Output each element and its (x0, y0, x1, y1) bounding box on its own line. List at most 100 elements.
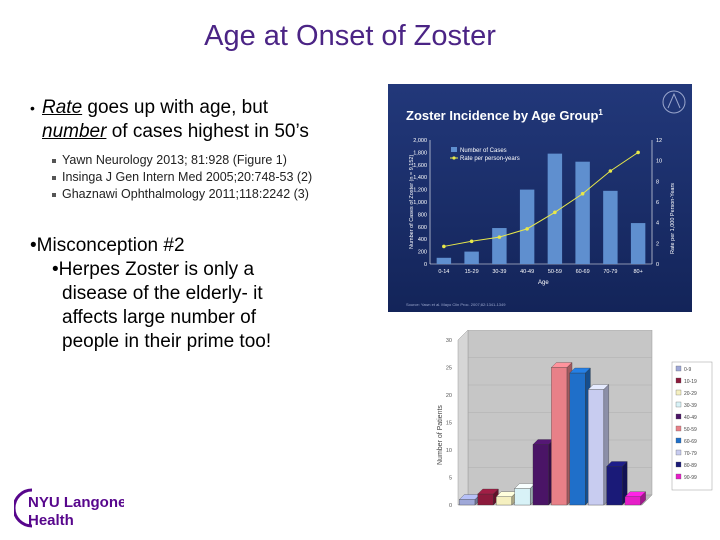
nyu-langone-logo: NYU Langone Health (12, 486, 126, 535)
square-bullet-icon (52, 175, 56, 180)
logo-line2: Health (28, 512, 74, 529)
incidence-bar (464, 251, 479, 264)
bullet-group-1: • Rate goes up with age, but number of ca… (30, 96, 390, 203)
legend-label: 0-9 (684, 367, 691, 373)
age-bar (569, 372, 586, 506)
misconception-line: disease of the elderly- it (62, 283, 263, 304)
rate-point (525, 227, 529, 231)
y-tick-label: 1,200 (413, 188, 427, 194)
reference-item: Yawn Neurology 2013; 81:928 (Figure 1) (52, 152, 390, 169)
y-tick-label: 1,800 (413, 150, 427, 156)
y2-tick-label: 8 (656, 179, 659, 185)
y-tick-label: 1,400 (413, 175, 427, 181)
incidence-bar (575, 161, 590, 264)
incidence-bar (492, 228, 507, 264)
legend-label: 80-89 (684, 463, 697, 469)
legend-swatch (675, 437, 682, 444)
y-tick-label: 25 (446, 366, 452, 372)
rate-point (469, 239, 474, 244)
age-bar (551, 367, 568, 506)
age-bar (532, 444, 549, 506)
x-tick-label: 0-14 (438, 269, 449, 275)
reference-item: Insinga J Gen Intern Med 2005;20:748-53 … (52, 169, 390, 186)
y-axis-label: Number of Patients (437, 405, 444, 465)
legend-label-rate: Rate per person-years (460, 156, 520, 162)
bullet-text-a: goes up with age, but (82, 97, 269, 119)
legend-swatch (675, 449, 682, 456)
y-tick-label: 600 (418, 225, 427, 231)
legend-swatch-cases (451, 147, 457, 152)
x-tick-label: 15-29 (465, 269, 479, 275)
y2-tick-label: 12 (656, 138, 662, 144)
y2-tick-label: 0 (656, 262, 659, 268)
y-tick-label: 15 (446, 421, 452, 427)
age-bar (588, 389, 604, 506)
x-tick-label: 50-59 (548, 269, 562, 275)
logo-graphic: NYU Langone Health (12, 488, 126, 529)
logo-line1: NYU Langone (28, 494, 124, 511)
x-tick-label: 60-69 (576, 269, 590, 275)
zoster-incidence-chart: Zoster Incidence by Age Group1 020040060… (388, 84, 692, 312)
y-tick-label: 800 (418, 212, 427, 218)
legend-label: 20-29 (684, 391, 697, 397)
x-axis-label: Age (538, 280, 549, 286)
x-tick-label: 80+ (633, 269, 642, 275)
misconception-line: Herpes Zoster is only a (58, 259, 255, 280)
legend-label: 90-99 (684, 475, 697, 481)
legend-swatch (675, 413, 682, 420)
y2-tick-label: 6 (656, 200, 659, 206)
university-seal-icon (662, 90, 686, 114)
age-bar (477, 493, 494, 506)
legend-swatch (675, 461, 682, 468)
incidence-bar (603, 190, 618, 264)
y2-axis-label: Rate per 1,000 Person-Years (670, 183, 676, 254)
rate-point (580, 191, 585, 196)
age-distribution-3d-chart: 0 5 10 15 20 25 30 0-9 10-19 20-29 30-39 40-49 50-5… (437, 330, 713, 509)
age-bar (496, 496, 512, 506)
y-tick-label: 5 (449, 476, 452, 482)
bullet-dot-icon: • (30, 100, 35, 116)
y-tick-label: 1,000 (413, 200, 427, 206)
y2-tick-label: 10 (656, 159, 662, 165)
bullet-rate: • Rate goes up with age, but number of ca… (30, 96, 390, 144)
bullet-dot-icon: • (30, 235, 37, 256)
legend-label: 10-19 (684, 379, 697, 385)
y-tick-label: 20 (446, 393, 452, 399)
incidence-bar (519, 189, 535, 264)
age-bar (459, 499, 476, 506)
misconception-label: Misconception #2 (36, 235, 185, 256)
y-tick-label: 10 (446, 448, 452, 454)
square-bullet-icon (52, 192, 56, 197)
age-bar (624, 496, 641, 506)
incidence-bar (547, 153, 563, 264)
bullet-dot-icon: • (52, 259, 59, 280)
chart-source: Source: Yawn et al. Mayo Clin Proc. 2007… (406, 302, 506, 307)
incidence-bar (630, 223, 646, 264)
rate-point (553, 210, 557, 215)
bullet-text-b: of cases highest in 50’s (106, 121, 309, 143)
age-bar (514, 488, 531, 506)
y-tick-label: 0 (424, 262, 427, 268)
legend-swatch (675, 401, 682, 408)
legend-label: 50-59 (684, 427, 697, 433)
rate-point (497, 235, 502, 239)
legend-swatch (675, 389, 682, 396)
logo-arc-icon (12, 488, 33, 528)
rate-point (442, 244, 446, 249)
misconception-line: affects large number of (62, 307, 256, 328)
y-axis-label: Number of Cases of Zoster (n = 9,152) (409, 155, 415, 249)
bullet-misconception: •Misconception #2 •Herpes Zoster is only… (30, 234, 271, 354)
slide-title: Age at Onset of Zoster (204, 20, 496, 52)
y-tick-label: 200 (418, 250, 427, 256)
reference-item: Ghaznawi Ophthalmology 2011;118:2242 (3) (52, 186, 390, 203)
rate-point (636, 150, 640, 155)
legend-label: 60-69 (684, 439, 697, 445)
rate-word: Rate (42, 97, 83, 119)
age-bar-side (640, 491, 646, 506)
legend-swatch (675, 377, 682, 384)
legend-label: 70-79 (684, 451, 697, 457)
x-tick-label: 70-79 (603, 269, 617, 275)
legend-label: 40-49 (684, 415, 697, 421)
y-tick-label: 400 (418, 237, 427, 243)
rate-point (608, 169, 613, 173)
